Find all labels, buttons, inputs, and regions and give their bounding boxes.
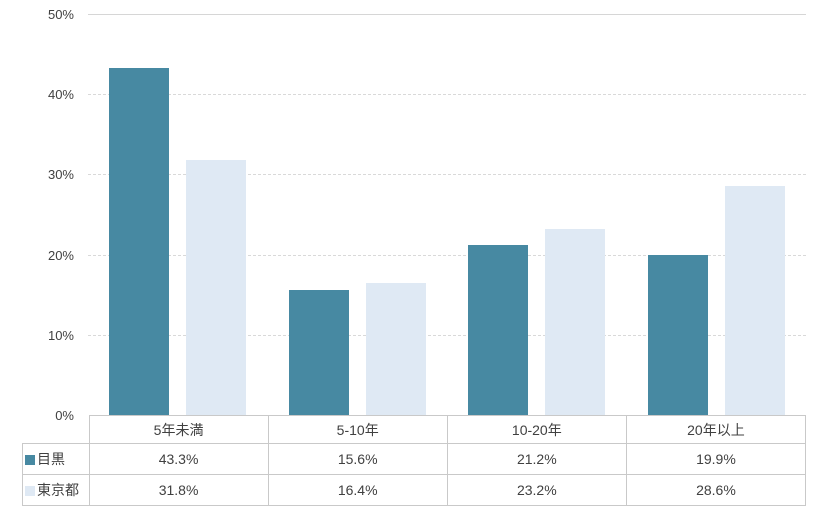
legend-label: 目黒 [37,451,65,467]
bar-group-2 [268,14,448,415]
bar-series1-category1 [109,67,170,415]
value-cell-series1-category4: 19.9% [625,443,807,475]
bar-series2-category1 [186,159,247,415]
y-tick-label-30: 30% [47,167,74,183]
bar-series2-category2 [365,283,426,415]
table-row-series1: 目黒 43.3% 15.6% 21.2% 19.9% [22,443,807,475]
bar-group-3 [447,14,627,415]
gridline-20 [88,254,806,256]
bar-group-1 [88,14,268,415]
y-tick-label-20: 20% [47,247,74,263]
table-header-row: 5年未満 5-10年 10-20年 20年以上 [23,415,807,444]
plot-area [88,14,806,415]
y-tick-label-40: 40% [47,87,74,103]
gridline-50 [88,14,806,15]
bar-series1-category4 [647,255,708,415]
y-tick-label-0: 0% [55,408,74,423]
bar-series-container [88,14,806,415]
legend-key-2: 東京都 [22,474,90,506]
value-cell-series2-category1: 31.8% [88,474,269,506]
legend-key-1: 目黒 [22,443,90,475]
category-header-1: 5年未満 [88,415,269,444]
bar-series1-category3 [468,244,529,415]
gridline-30 [88,174,806,176]
data-table: 5年未満 5-10年 10-20年 20年以上目黒 43.3% 15.6% 21.2% 19.… [22,415,807,506]
value-cell-series1-category2: 15.6% [267,443,448,475]
value-cell-series1-category3: 21.2% [446,443,627,475]
gridline-40 [88,94,806,96]
value-cell-series1-category1: 43.3% [88,443,269,475]
legend-swatch-icon [25,455,35,465]
bar-group-4 [627,14,807,415]
category-header-2: 5-10年 [267,415,448,444]
bar-series2-category3 [545,228,606,415]
category-header-4: 20年以上 [625,415,807,444]
category-header-3: 10-20年 [446,415,627,444]
value-cell-series2-category3: 23.2% [446,474,627,506]
value-cell-series2-category4: 28.6% [625,474,807,506]
legend-swatch-icon [25,486,35,496]
value-cell-series2-category2: 16.4% [267,474,448,506]
bar-series2-category4 [724,185,785,415]
y-tick-label-50: 50% [47,7,74,22]
legend-label: 東京都 [37,482,79,498]
bar-series1-category2 [288,289,349,415]
table-row-series2: 東京都 31.8% 16.4% 23.2% 28.6% [22,474,807,506]
y-tick-label-10: 10% [47,327,74,343]
gridline-10 [88,334,806,336]
